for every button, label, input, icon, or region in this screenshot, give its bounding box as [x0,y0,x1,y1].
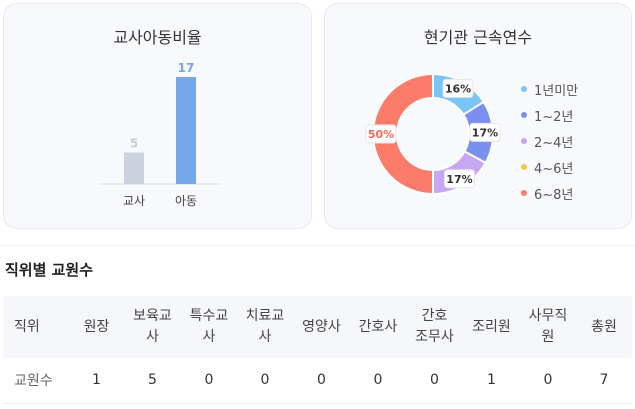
table-cell: 0 [181,358,237,404]
table-cell: 7 [576,358,632,404]
column-header: 조리원 [463,296,520,358]
table-cell: 1 [69,358,124,404]
legend-dot-icon [521,190,527,196]
donut-label-box [442,78,474,98]
donut-label-box [365,124,397,144]
legend-label: 2~4년 [534,135,574,151]
bar-1 [176,77,196,184]
legend-dot-icon [521,112,527,118]
column-header: 직위 [3,296,69,358]
staff-section-title: 직위별 교원수 [5,261,94,279]
table-cell: 0 [237,358,293,404]
legend-dot-icon [521,86,527,92]
legend-item: 2~4년 [521,128,578,154]
legend-label: 6~8년 [534,187,574,203]
teacher-child-ratio-card: 교사아동비율 5 교사 17 아동 [3,3,312,229]
column-header: 사무직 원 [520,296,576,358]
legend-label: 1~2년 [534,109,574,125]
column-header: 보육교 사 [124,296,181,358]
column-header: 치료교 사 [237,296,293,358]
column-header: 간호사 [350,296,406,358]
staff-table: 직위 원장 보육교 사 특수교 사 치료교 사 영양사 간호사 간호 조무사 조리원 사무직 원 총원 교원수… [3,296,632,404]
legend-dot-icon [521,138,527,144]
donut-label-box [443,169,475,189]
bar-value-label: 5 [130,137,138,151]
tenure-card-title: 현기관 근속연수 [423,28,533,47]
column-header: 특수교 사 [181,296,237,358]
donut-slice-label: 16% [445,82,471,95]
legend-item: 6~8년 [521,180,578,206]
tenure-card: 현기관 근속연수 16% 17% 17% 50% 1년미만 1~2년 2~4년 4~6년 6~… [324,3,632,229]
table-cell: 0 [293,358,350,404]
tenure-donut-chart: 16% 17% 17% 50% [365,72,501,196]
legend-item: 1년미만 [521,76,578,102]
table-row: 교원수 1 5 0 0 0 0 0 1 0 7 [3,358,632,404]
column-header: 영양사 [293,296,350,358]
donut-slice-label: 17% [446,173,472,186]
legend-item: 1~2년 [521,102,578,128]
legend-item: 4~6년 [521,154,578,180]
column-header: 원장 [69,296,124,358]
column-header: 총원 [576,296,632,358]
legend-label: 1년미만 [534,83,579,99]
table-cell: 1 [463,358,520,404]
legend-dot-icon [521,164,527,170]
donut-slice [372,72,434,196]
bar-value-label: 17 [178,61,195,75]
column-header: 간호 조무사 [406,296,463,358]
section-divider [0,245,635,246]
table-cell: 교원수 [3,358,69,404]
table-cell: 5 [124,358,181,404]
ratio-bar-chart: 5 교사 17 아동 [99,61,221,208]
donut-label-box [469,122,501,142]
ratio-card-title: 교사아동비율 [113,28,202,47]
table-header-row: 직위 원장 보육교 사 특수교 사 치료교 사 영양사 간호사 간호 조무사 조리원 사무직 원 총원 [3,296,632,358]
table-cell: 0 [520,358,576,404]
donut-slice-label: 50% [368,128,394,141]
tenure-legend: 1년미만 1~2년 2~4년 4~6년 6~8년 [521,76,578,206]
bar-category-label: 교사 [123,194,145,208]
donut-slice-label: 17% [472,126,498,139]
bar-category-label: 아동 [175,194,197,208]
table-cell: 0 [406,358,463,404]
bar-0 [124,152,144,184]
table-cell: 0 [350,358,406,404]
legend-label: 4~6년 [534,161,574,177]
